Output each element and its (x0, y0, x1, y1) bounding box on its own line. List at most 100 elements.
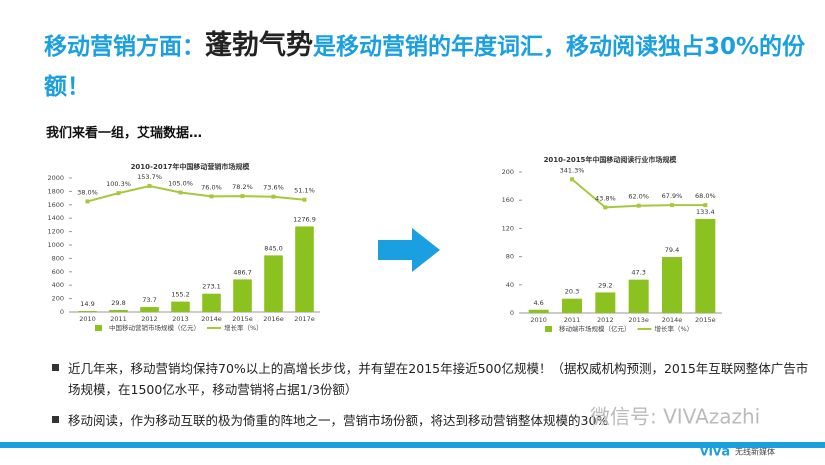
slide-title: 移动营销方面：蓬勃气势是移动营销的年度词汇，移动阅读独占30%的份额！ (44, 26, 814, 107)
y-tick-label: 200 (52, 295, 64, 303)
arrow (378, 228, 440, 272)
title-key: 蓬勃气势 (205, 30, 313, 61)
y-tick-label: 600 (52, 268, 64, 276)
legend-label: 增长率（%） (655, 324, 694, 333)
legend-swatch (545, 326, 552, 332)
growth-line (87, 185, 305, 203)
bar (264, 255, 283, 312)
y-tick-label: 200 (502, 168, 514, 176)
logo: viva (700, 445, 730, 460)
bar-label: 845.0 (264, 244, 283, 252)
x-tick-label: 2014e (201, 315, 222, 323)
line-label: 38.0% (77, 188, 98, 196)
x-tick-label: 2010 (530, 316, 547, 324)
bar (78, 311, 97, 312)
line-label: 341.3% (560, 166, 585, 174)
line-point (116, 191, 121, 196)
line-point (603, 205, 608, 210)
line-point (271, 194, 276, 199)
x-tick-label: 2015e (232, 315, 253, 323)
line-label: 43.8% (595, 194, 616, 202)
x-tick-label: 2011 (564, 316, 581, 324)
bar-label: 47.3 (631, 269, 645, 277)
title-rest: 是移动营销的年度词汇，移动阅读独占30%的份额！ (44, 34, 806, 100)
bar (695, 218, 716, 313)
bar (562, 298, 582, 313)
x-tick-label: 2014e (662, 316, 683, 324)
bottom-bar (0, 442, 825, 448)
y-tick-label: 80 (506, 253, 514, 261)
x-tick-label: 2013e (628, 316, 649, 324)
y-tick-label: 1200 (47, 228, 64, 236)
line-label: 76.0% (201, 183, 222, 191)
line-label: 67.9% (662, 192, 683, 200)
bar-label: 155.2 (171, 291, 190, 299)
bar (595, 292, 616, 313)
bullet: 近几年来，移动营销均保持70%以上的高增长步伐，并有望在2015年接近500亿规… (52, 358, 813, 400)
y-tick-label: 40 (506, 281, 514, 289)
legend-label: 增长率（%） (224, 323, 263, 332)
x-tick-label: 2016e (263, 315, 284, 323)
title-lead: 移动营销方面： (44, 34, 205, 60)
legend-label: 中国移动营销市场规模（亿元） (109, 323, 200, 332)
y-tick-label: 120 (502, 224, 514, 232)
line-label: 153.7% (137, 173, 162, 181)
y-tick-label: 1800 (47, 187, 64, 195)
bar (233, 279, 252, 312)
bar-label: 486.7 (233, 268, 252, 276)
bar-label: 133.4 (696, 208, 715, 216)
bullet: 移动阅读，作为移动互联的极为倚重的阵地之一，营销市场份额，将达到移动营销整体规模… (52, 410, 813, 431)
bar-label: 273.1 (202, 283, 221, 291)
bar-label: 4.6 (533, 299, 543, 307)
bar (202, 293, 221, 312)
bar (628, 279, 649, 313)
y-tick-label: 800 (52, 254, 64, 262)
x-tick-label: 2012 (597, 316, 614, 324)
y-tick-label: 1000 (47, 241, 64, 249)
y-tick-label: 160 (502, 196, 514, 204)
line-label: 68.0% (695, 192, 716, 200)
bar (528, 309, 549, 313)
line-point (209, 194, 214, 199)
y-tick-label: 0 (510, 309, 514, 317)
x-tick-label: 2010 (79, 315, 96, 323)
bar (662, 257, 682, 313)
line-label: 62.0% (628, 193, 649, 201)
bar-label: 20.3 (565, 288, 579, 296)
chart-title: 2010-2015年中国移动阅读行业市场规模 (544, 155, 678, 164)
line-point (147, 184, 152, 189)
x-tick-label: 2012 (141, 315, 158, 323)
y-tick-label: 1600 (47, 201, 64, 209)
line-label: 78.2% (232, 183, 253, 191)
y-tick-label: 1400 (47, 214, 64, 222)
bar (295, 226, 314, 312)
line-point (703, 203, 708, 208)
x-tick-label: 2017e (294, 315, 315, 323)
bar-label: 73.7 (142, 296, 156, 304)
x-tick-label: 2015e (695, 316, 716, 324)
bar-label: 1276.9 (293, 215, 316, 223)
legend-label: 移动端市场规模（亿元） (559, 324, 631, 333)
bar (109, 310, 128, 312)
line-label: 105.0% (168, 180, 193, 188)
y-tick-label: 2000 (47, 174, 64, 182)
line-label: 51.1% (294, 187, 315, 195)
y-tick-label: 400 (52, 281, 64, 289)
line-point (240, 194, 245, 199)
line-point (570, 177, 574, 182)
bar (140, 307, 159, 312)
line-point (85, 199, 90, 204)
bar-label: 14.9 (80, 300, 94, 308)
y-tick-label: 0 (60, 308, 64, 316)
x-tick-label: 2013 (172, 315, 189, 323)
watermark: 微信号: VIVAzazhi (590, 405, 760, 429)
bar (171, 301, 190, 312)
subtitle: 我们来看一组，艾瑞数据… (46, 126, 203, 141)
line-point (670, 203, 674, 208)
line-label: 100.3% (106, 180, 131, 188)
line-label: 73.6% (263, 184, 284, 192)
logo-tagline: 无线新媒体 (735, 447, 775, 457)
x-tick-label: 2011 (110, 315, 127, 323)
